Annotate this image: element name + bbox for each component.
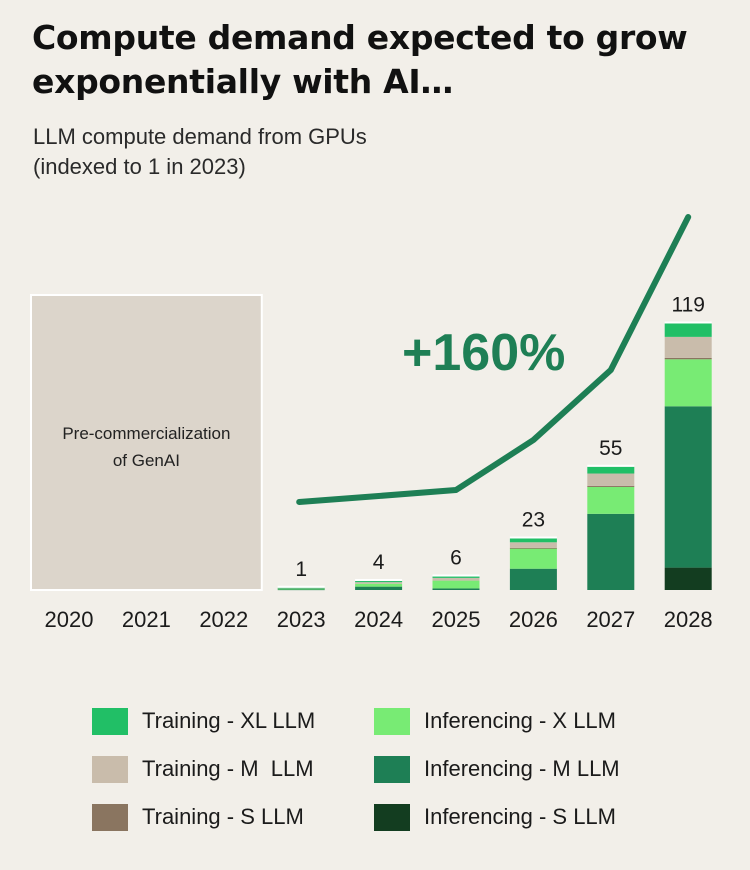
x-tick-label: 2028 bbox=[664, 607, 713, 632]
x-tick-label: 2026 bbox=[509, 607, 558, 632]
bar-total-label: 4 bbox=[373, 551, 385, 574]
legend-item: Inferencing - S LLM bbox=[374, 800, 674, 834]
bar-segment bbox=[509, 568, 557, 590]
bar-segment bbox=[664, 336, 712, 358]
legend-label: Training - S LLM bbox=[142, 804, 304, 829]
x-tick-label: 2024 bbox=[354, 607, 403, 632]
chart-title-line2: exponentially with AI… bbox=[32, 62, 454, 101]
bar-total-label: 6 bbox=[450, 547, 462, 570]
bar-segment bbox=[509, 548, 557, 569]
legend-label: Training - M LLM bbox=[142, 756, 314, 781]
legend-item: Inferencing - X LLM bbox=[374, 704, 674, 738]
bar-segment bbox=[587, 485, 635, 487]
x-tick-label: 2027 bbox=[586, 607, 635, 632]
bar-total-label: 55 bbox=[599, 437, 622, 460]
bar-segment bbox=[587, 486, 635, 514]
bar-segment bbox=[277, 589, 325, 591]
chart-subtitle: LLM compute demand from GPUs (indexed to… bbox=[33, 122, 367, 182]
bar-segment bbox=[664, 567, 712, 590]
bar-segment bbox=[664, 323, 712, 337]
pre-commercialization-region bbox=[30, 294, 263, 591]
legend-label: Inferencing - M LLM bbox=[424, 756, 620, 781]
x-tick-label: 2021 bbox=[122, 607, 171, 632]
bar-segment bbox=[355, 582, 403, 584]
bar-segment bbox=[355, 581, 403, 583]
legend-label: Training - XL LLM bbox=[142, 708, 316, 733]
legend-item: Training - M LLM bbox=[92, 752, 374, 786]
legend-item: Inferencing - M LLM bbox=[374, 752, 674, 786]
region-label-line1: Pre-commercialization bbox=[62, 424, 230, 443]
bar-segment bbox=[355, 583, 403, 587]
x-tick-label: 2022 bbox=[199, 607, 248, 632]
legend-swatch bbox=[92, 755, 128, 783]
bar-segment bbox=[277, 588, 325, 590]
x-tick-label: 2025 bbox=[432, 607, 481, 632]
region-label-line2: of GenAI bbox=[113, 451, 180, 470]
bar-segment bbox=[432, 576, 480, 578]
bar-segment bbox=[277, 587, 325, 589]
bar-segment bbox=[432, 577, 480, 581]
bar-total-label: 23 bbox=[522, 508, 545, 531]
bar-segment bbox=[664, 359, 712, 407]
bar-segment bbox=[432, 580, 480, 589]
chart-title-line1: Compute demand expected to grow bbox=[32, 18, 688, 57]
legend-swatch bbox=[374, 707, 410, 735]
x-tick-label: 2023 bbox=[277, 607, 326, 632]
legend-item: Training - XL LLM bbox=[92, 704, 374, 738]
bar-segment bbox=[277, 588, 325, 590]
legend-swatch bbox=[92, 803, 128, 831]
legend-swatch bbox=[374, 755, 410, 783]
legend-swatch bbox=[92, 707, 128, 735]
legend-label: Inferencing - X LLM bbox=[424, 708, 616, 733]
bar-segment bbox=[587, 473, 635, 486]
bar-segment bbox=[355, 586, 403, 590]
chart-subtitle-line1: LLM compute demand from GPUs bbox=[33, 124, 367, 149]
bar-segment bbox=[509, 547, 557, 549]
bar-total-label: 119 bbox=[671, 293, 704, 316]
legend-swatch bbox=[374, 803, 410, 831]
chart-legend: Training - XL LLM Inferencing - X LLM Trai… bbox=[92, 704, 674, 834]
bar-total-label: 1 bbox=[295, 558, 307, 581]
growth-trend-line bbox=[296, 214, 692, 505]
chart-title: Compute demand expected to grow exponent… bbox=[32, 16, 732, 104]
bar-segment bbox=[587, 466, 635, 474]
legend-label: Inferencing - S LLM bbox=[424, 804, 616, 829]
bar-segment bbox=[664, 357, 712, 360]
bar-segment bbox=[664, 406, 712, 568]
bar-segment bbox=[509, 542, 557, 548]
bar-segment bbox=[587, 513, 635, 590]
x-tick-label: 2020 bbox=[45, 607, 94, 632]
growth-rate-annotation: +160% bbox=[402, 324, 565, 382]
bar-segment bbox=[509, 538, 557, 543]
bar-segment bbox=[432, 588, 480, 590]
legend-item: Training - S LLM bbox=[92, 800, 374, 834]
chart-subtitle-line2: (indexed to 1 in 2023) bbox=[33, 154, 246, 179]
